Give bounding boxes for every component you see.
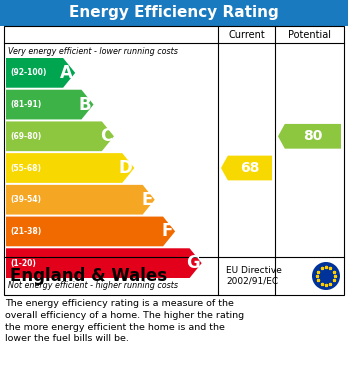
- Text: Very energy efficient - lower running costs: Very energy efficient - lower running co…: [8, 47, 178, 57]
- Text: 80: 80: [303, 129, 323, 143]
- Text: (39-54): (39-54): [10, 195, 41, 204]
- Text: Current: Current: [228, 29, 265, 39]
- Text: G: G: [186, 254, 200, 272]
- Bar: [4, 26, 344, 295]
- Text: C: C: [100, 127, 112, 145]
- Text: Energy Efficiency Rating: Energy Efficiency Rating: [69, 5, 279, 20]
- Polygon shape: [6, 185, 155, 215]
- Text: (92-100): (92-100): [10, 68, 46, 77]
- Polygon shape: [6, 90, 94, 119]
- Text: D: D: [119, 159, 132, 177]
- Text: (81-91): (81-91): [10, 100, 41, 109]
- Text: Potential: Potential: [288, 29, 331, 39]
- Text: The energy efficiency rating is a measure of the
overall efficiency of a home. T: The energy efficiency rating is a measur…: [5, 299, 244, 343]
- Polygon shape: [6, 248, 201, 278]
- Text: (69-80): (69-80): [10, 132, 41, 141]
- Text: (1-20): (1-20): [10, 258, 36, 268]
- Circle shape: [312, 262, 340, 290]
- Polygon shape: [221, 156, 272, 180]
- Polygon shape: [6, 58, 75, 88]
- Text: England & Wales: England & Wales: [10, 267, 167, 285]
- Polygon shape: [6, 122, 114, 151]
- Text: (21-38): (21-38): [10, 227, 41, 236]
- Text: (55-68): (55-68): [10, 163, 41, 172]
- Text: EU Directive
2002/91/EC: EU Directive 2002/91/EC: [226, 266, 282, 286]
- Text: F: F: [162, 222, 173, 240]
- Bar: [0, 0, 348, 26]
- Text: E: E: [141, 191, 153, 209]
- Polygon shape: [6, 217, 175, 246]
- Polygon shape: [6, 153, 134, 183]
- Polygon shape: [278, 124, 341, 149]
- Text: 68: 68: [240, 161, 260, 175]
- Text: B: B: [79, 95, 92, 113]
- Text: A: A: [60, 64, 73, 82]
- Text: Not energy efficient - higher running costs: Not energy efficient - higher running co…: [8, 280, 178, 289]
